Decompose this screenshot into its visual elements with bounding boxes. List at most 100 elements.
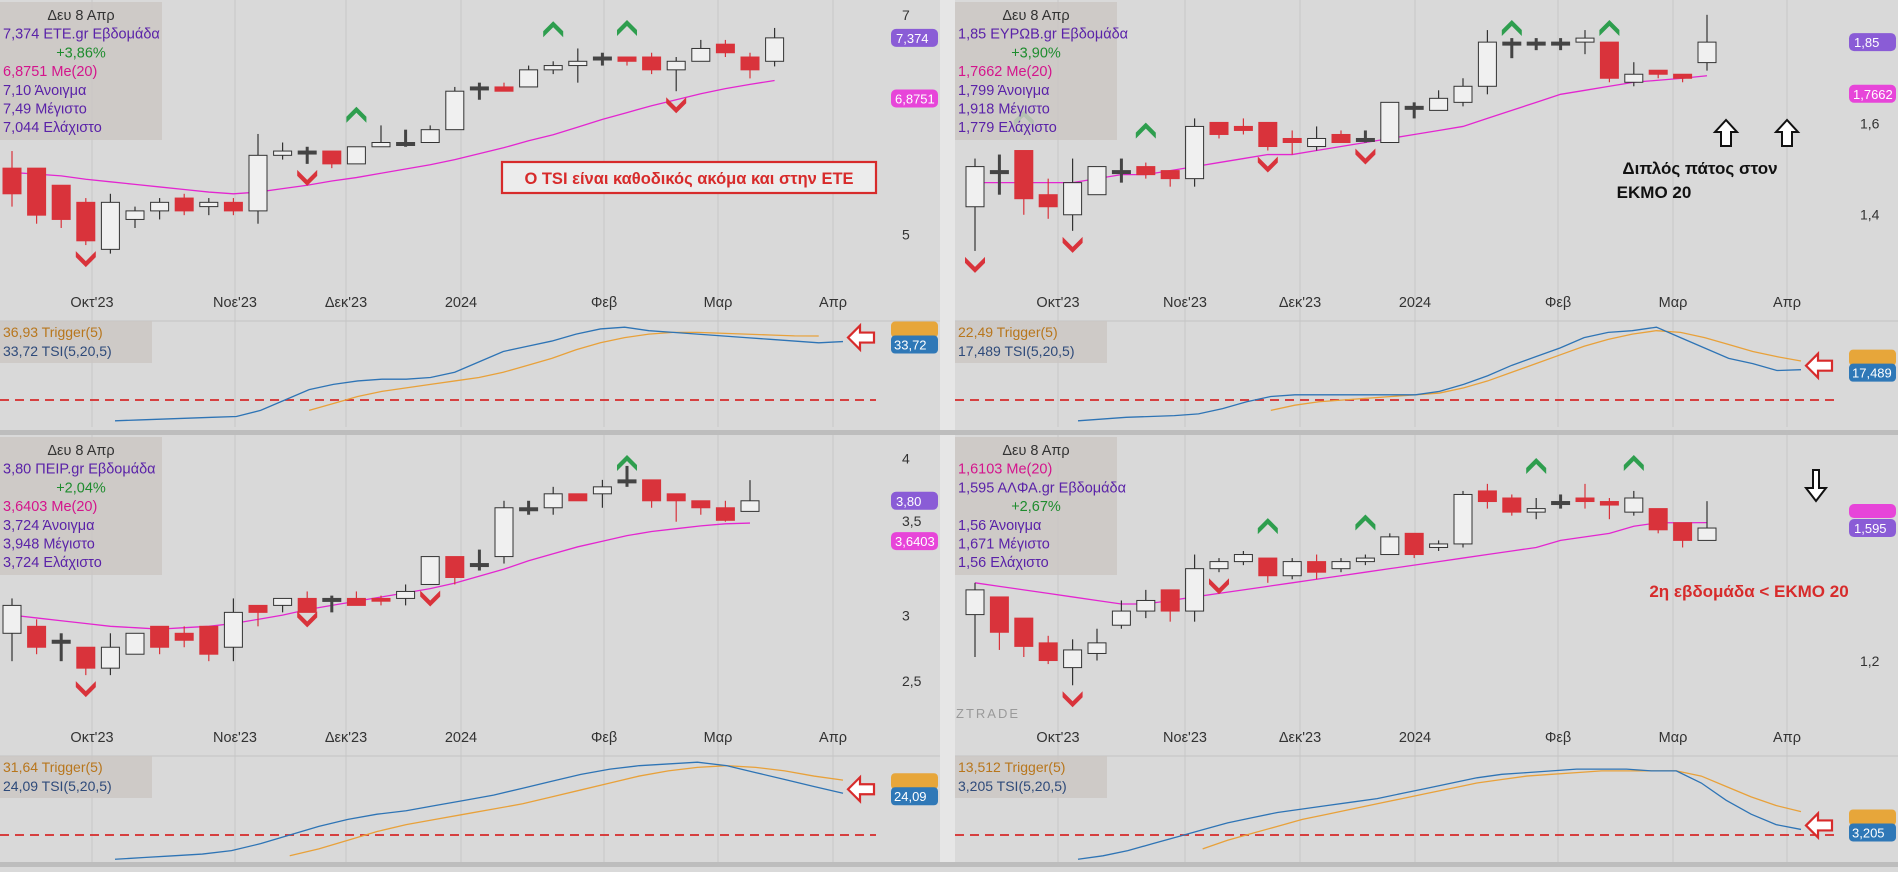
candle-body — [174, 632, 194, 641]
candle-body — [1575, 37, 1595, 43]
candle-body — [396, 590, 416, 599]
ma20-line — [974, 521, 1708, 605]
price-tag-label: 1,595 — [1854, 521, 1887, 536]
candle-body — [989, 596, 1009, 633]
buy-signal-icon — [1501, 20, 1522, 36]
trigger-tag — [1849, 809, 1896, 826]
time-axis-label: Φεβ — [591, 730, 617, 746]
time-axis-label: Νοε'23 — [213, 730, 257, 746]
tsi-tag-label: 3,205 — [1852, 825, 1885, 840]
sell-signal-icon — [1355, 148, 1376, 165]
info-line: 3,80 ΠΕΙΡ.gr Εβδομάδα — [3, 462, 156, 478]
tsi-tag-label: 24,09 — [894, 789, 927, 804]
tsi-tag — [891, 787, 938, 806]
info-line: Δευ 8 Απρ — [1002, 443, 1069, 459]
candle-body — [1697, 41, 1717, 64]
candle-body — [691, 47, 711, 62]
time-axis-label: Οκτ'23 — [1036, 295, 1079, 311]
candle-body — [248, 154, 268, 212]
candle-body — [223, 611, 243, 648]
tsi-tag — [1849, 823, 1896, 842]
time-axis-label: Μαρ — [704, 295, 733, 311]
buy-signal-icon — [1526, 458, 1547, 474]
candle-body — [396, 142, 416, 146]
candle-body — [100, 201, 120, 250]
buy-signal-icon — [1599, 20, 1620, 36]
price-tag — [1849, 33, 1896, 52]
candle-body — [715, 507, 735, 521]
arrow-down-icon — [1803, 469, 1829, 503]
candle-body — [1697, 527, 1717, 541]
candle-body — [469, 86, 489, 91]
tsi-line — [1077, 326, 1802, 422]
candle-body — [1038, 194, 1058, 208]
info-line: 1,595 ΑΛΦΑ.gr Εβδομάδα — [958, 480, 1126, 496]
price-tag — [891, 491, 938, 510]
candle-body — [1429, 543, 1449, 548]
sell-signal-icon — [1062, 691, 1083, 708]
info-line: 7,49 Μέγιστο — [3, 102, 87, 118]
time-axis-label: Φεβ — [1545, 730, 1571, 746]
sell-signal-icon — [297, 611, 318, 628]
candle-body — [346, 597, 366, 606]
time-axis-label: 2024 — [445, 295, 477, 311]
candle-body — [1307, 561, 1327, 573]
tsi-line — [1077, 768, 1802, 860]
ma-tag-label: 3,6403 — [895, 534, 935, 549]
panel-alpha: 1,2 1,595 Δευ 8 Απρ 1,6103 Me(20) 1,595 ΑΛΦΑ… — [955, 435, 1898, 862]
candle-body — [617, 479, 637, 484]
trigger-label: 31,64 Trigger(5) — [3, 759, 103, 775]
trigger-tag — [1849, 349, 1896, 366]
ma20-line — [11, 79, 775, 195]
candle-body — [27, 167, 47, 216]
candle-body — [1526, 508, 1546, 513]
buy-signal-icon — [346, 106, 367, 123]
sell-signal-icon — [1257, 156, 1278, 173]
candle-body — [199, 625, 219, 655]
candle-body — [543, 493, 563, 509]
candle-body — [273, 150, 293, 156]
time-axis-label: Μαρ — [704, 730, 733, 746]
candle-body — [1551, 501, 1571, 506]
candle-body — [1575, 497, 1595, 503]
ma-tag — [891, 89, 938, 108]
candle-body — [1331, 561, 1351, 570]
tsi-label: 33,72 TSI(5,20,5) — [3, 343, 112, 359]
candle-body — [1087, 642, 1107, 654]
candle-body — [371, 142, 391, 148]
candle-body — [1429, 97, 1449, 111]
candle-body — [1502, 41, 1522, 46]
candle-body — [1380, 536, 1400, 556]
trigger-tag — [891, 321, 938, 338]
time-axis-label: Οκτ'23 — [70, 295, 113, 311]
bottom-border — [0, 862, 1898, 867]
candle-body — [1380, 101, 1400, 144]
buy-signal-icon — [617, 20, 637, 36]
time-axis-label: Απρ — [1773, 730, 1801, 746]
candle-body — [125, 632, 145, 655]
time-axis-label: Απρ — [819, 295, 847, 311]
candle-body — [1599, 501, 1619, 506]
candle-body — [1258, 121, 1278, 148]
info-line: 3,6403 Me(20) — [3, 499, 97, 515]
candle-body — [1233, 125, 1253, 131]
sell-signal-icon — [965, 256, 985, 273]
tsi-label: 17,489 TSI(5,20,5) — [958, 343, 1074, 359]
indicator-legend-box — [955, 756, 1107, 798]
watermark: ZTRADE — [956, 706, 1020, 721]
candle-body — [1477, 490, 1497, 503]
candle-body — [965, 589, 985, 616]
buy-signal-icon — [1135, 122, 1156, 139]
candle-body — [1355, 137, 1375, 142]
candle-body — [174, 197, 194, 212]
candle-body — [1063, 182, 1083, 216]
time-axis-label: Οκτ'23 — [70, 730, 113, 746]
candle-body — [297, 597, 317, 613]
candle-body — [1673, 522, 1693, 541]
candle-body — [199, 201, 219, 208]
candle-body — [1160, 589, 1180, 612]
candle-body — [1136, 166, 1156, 176]
arrow-left-icon — [1804, 351, 1834, 381]
